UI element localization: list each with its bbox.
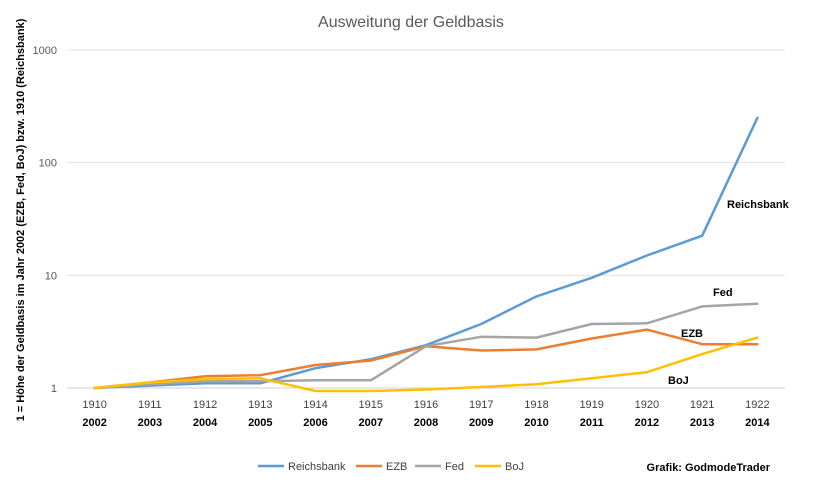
series-line-boj (93, 336, 759, 393)
y-tick-label: 1 (51, 383, 57, 395)
x-tick-label-bottom: 2002 (82, 417, 106, 429)
x-tick-label-bottom: 2004 (193, 417, 218, 429)
annotation-fed: Fed (713, 287, 733, 299)
series-annotations: Reichsbank EZB Fed BoJ (668, 199, 790, 387)
y-tick-label: 1000 (33, 45, 57, 57)
x-tick-label-top: 1918 (524, 399, 548, 411)
legend-label-boj: BoJ (505, 461, 524, 473)
chart-title: Ausweitung der Geldbasis (318, 14, 504, 31)
legend-label-fed: Fed (445, 461, 464, 473)
x-tick-label-bottom: 2008 (414, 417, 438, 429)
x-tick-label-top: 1914 (303, 399, 327, 411)
y-tick-label: 10 (45, 270, 57, 282)
x-tick-label-bottom: 2010 (524, 417, 548, 429)
y-ticks: 1 10 100 1000 (33, 45, 57, 395)
gridlines (67, 49, 785, 389)
x-tick-label-top: 1917 (469, 399, 493, 411)
x-tick-label-top: 1912 (193, 399, 217, 411)
x-tick-label-bottom: 2011 (580, 417, 604, 429)
annotation-boj: BoJ (668, 375, 689, 387)
x-tick-label-bottom: 2014 (745, 417, 770, 429)
x-tick-label-top: 1911 (138, 399, 162, 411)
x-tick-label-top: 1913 (248, 399, 272, 411)
chart-credit: Grafik: GodmodeTrader (647, 462, 771, 474)
x-tick-label-top: 1920 (635, 399, 659, 411)
y-axis-label: 1 = Höhe der Geldbasis im Jahr 2002 (EZB… (15, 18, 27, 421)
x-tick-label-bottom: 2007 (359, 417, 383, 429)
legend: Reichsbank EZB Fed BoJ (258, 461, 524, 473)
x-tick-label-bottom: 2003 (138, 417, 162, 429)
x-tick-label-top: 1921 (690, 399, 714, 411)
y-tick-label: 100 (39, 158, 57, 170)
legend-label-ezb: EZB (386, 461, 407, 473)
x-tick-label-top: 1919 (579, 399, 603, 411)
series-lines (93, 116, 759, 393)
x-tick-label-top: 1915 (359, 399, 383, 411)
x-tick-label-bottom: 2006 (303, 417, 327, 429)
x-tick-label-bottom: 2009 (469, 417, 493, 429)
x-tick-label-top: 1916 (414, 399, 438, 411)
x-tick-label-bottom: 2013 (690, 417, 714, 429)
x-tick-label-bottom: 2012 (635, 417, 659, 429)
x-ticks: 1910 1911 1912 1913 1914 1915 1916 1917 1918 1919… (82, 399, 770, 429)
x-tick-label-bottom: 2005 (248, 417, 272, 429)
annotation-ezb: EZB (681, 328, 703, 340)
x-tick-label-top: 1922 (745, 399, 769, 411)
series-line-fed (93, 302, 759, 390)
x-tick-label-top: 1910 (82, 399, 106, 411)
annotation-reichsbank: Reichsbank (727, 199, 790, 211)
legend-label-reichsbank: Reichsbank (288, 461, 346, 473)
